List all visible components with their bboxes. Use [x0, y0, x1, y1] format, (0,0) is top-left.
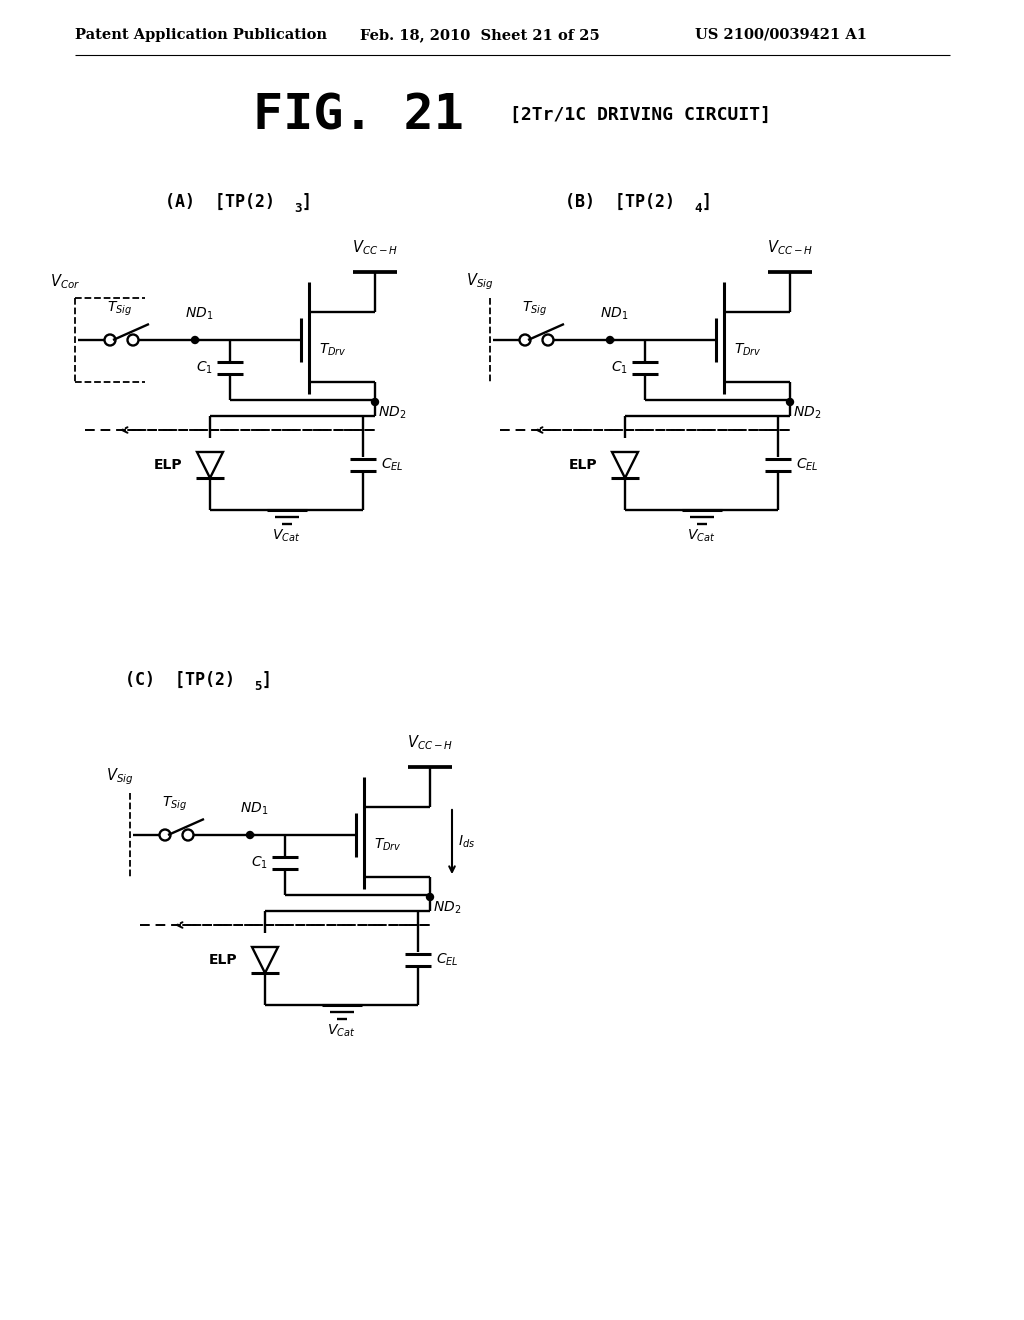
Circle shape [786, 399, 794, 405]
Text: 3: 3 [294, 202, 301, 214]
Text: $C_{EL}$: $C_{EL}$ [436, 952, 459, 968]
Text: FIG. 21: FIG. 21 [253, 91, 464, 139]
Text: $ND_2$: $ND_2$ [433, 900, 461, 916]
Text: $C_1$: $C_1$ [611, 360, 628, 376]
Text: $ND_2$: $ND_2$ [378, 405, 407, 421]
Text: $ND_2$: $ND_2$ [793, 405, 821, 421]
Circle shape [606, 337, 613, 343]
Text: 5: 5 [254, 680, 261, 693]
Circle shape [372, 399, 379, 405]
Text: $T_{Sig}$: $T_{Sig}$ [108, 300, 132, 318]
Text: $ND_1$: $ND_1$ [600, 306, 628, 322]
Circle shape [247, 832, 254, 838]
Text: ELP: ELP [208, 953, 237, 968]
Text: $V_{Sig}$: $V_{Sig}$ [106, 767, 134, 787]
Text: Patent Application Publication: Patent Application Publication [75, 28, 327, 42]
Text: $ND_1$: $ND_1$ [185, 306, 213, 322]
Text: 4: 4 [694, 202, 701, 214]
Text: $T_{Sig}$: $T_{Sig}$ [163, 795, 187, 813]
Text: $V_{Cat}$: $V_{Cat}$ [687, 528, 716, 544]
Text: $C_{EL}$: $C_{EL}$ [381, 457, 403, 473]
Text: ]: ] [702, 193, 712, 211]
Text: ]: ] [302, 193, 312, 211]
Circle shape [191, 337, 199, 343]
Text: $V_{CC-H}$: $V_{CC-H}$ [352, 239, 398, 257]
Text: ELP: ELP [568, 458, 597, 473]
Circle shape [427, 894, 433, 900]
Text: ]: ] [262, 671, 272, 689]
Text: $C_1$: $C_1$ [196, 360, 213, 376]
Text: $T_{Drv}$: $T_{Drv}$ [319, 342, 347, 358]
Text: (B)  [TP(2): (B) [TP(2) [565, 193, 675, 211]
Text: Feb. 18, 2010  Sheet 21 of 25: Feb. 18, 2010 Sheet 21 of 25 [360, 28, 600, 42]
Text: ELP: ELP [154, 458, 182, 473]
Text: (A)  [TP(2): (A) [TP(2) [165, 193, 275, 211]
Text: $I_{ds}$: $I_{ds}$ [458, 834, 475, 850]
Text: US 2100/0039421 A1: US 2100/0039421 A1 [695, 28, 867, 42]
Text: $T_{Sig}$: $T_{Sig}$ [522, 300, 548, 318]
Text: $ND_1$: $ND_1$ [240, 801, 268, 817]
Text: $V_{Sig}$: $V_{Sig}$ [466, 272, 494, 292]
Text: [2Tr/1C DRIVING CIRCUIT]: [2Tr/1C DRIVING CIRCUIT] [510, 106, 771, 124]
Text: $T_{Drv}$: $T_{Drv}$ [374, 837, 401, 853]
Text: $V_{Cat}$: $V_{Cat}$ [272, 528, 301, 544]
Text: $V_{CC-H}$: $V_{CC-H}$ [767, 239, 813, 257]
Text: $V_{Cat}$: $V_{Cat}$ [328, 1023, 355, 1039]
Text: $C_1$: $C_1$ [251, 855, 268, 871]
Text: (C)  [TP(2): (C) [TP(2) [125, 671, 234, 689]
Text: $V_{CC-H}$: $V_{CC-H}$ [407, 734, 454, 752]
Text: $C_{EL}$: $C_{EL}$ [796, 457, 818, 473]
Text: $V_{Cor}$: $V_{Cor}$ [50, 273, 80, 292]
Text: $T_{Drv}$: $T_{Drv}$ [734, 342, 762, 358]
